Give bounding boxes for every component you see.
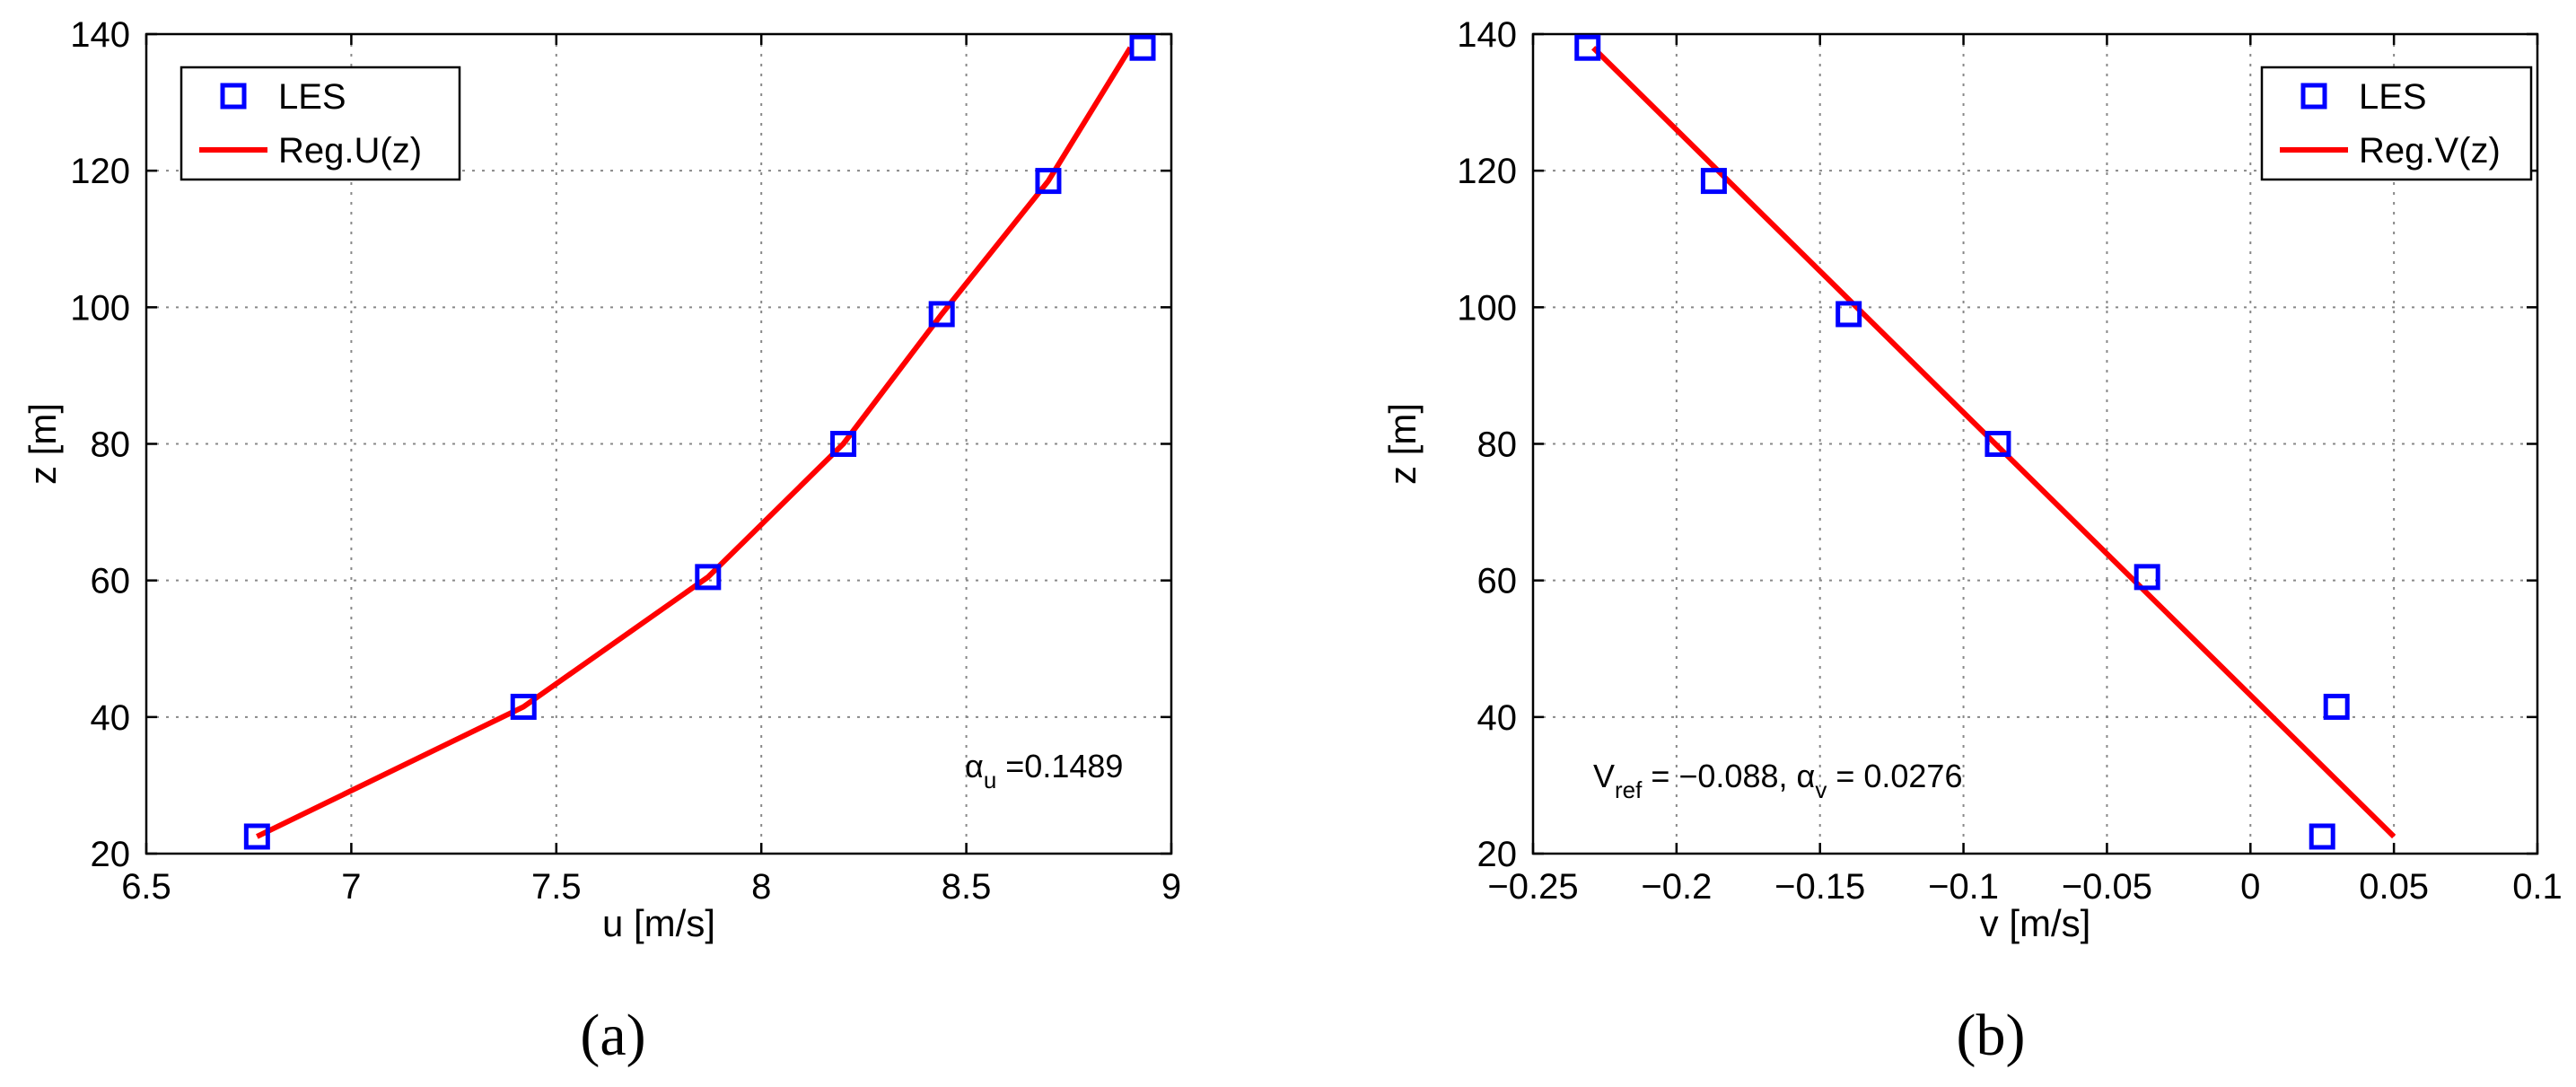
annotation-sub: ref — [1615, 776, 1643, 803]
x-tick-label: 8 — [751, 867, 771, 907]
legend-marker-square-icon — [2300, 83, 2327, 110]
legend: LES Reg.U(z) — [180, 66, 461, 181]
data-point — [830, 431, 857, 457]
x-tick-label: −0.1 — [1928, 867, 1999, 907]
y-tick-label: 100 — [70, 288, 130, 328]
data-point — [1700, 168, 1727, 195]
annotation: αu =0.1489 — [965, 748, 1123, 793]
x-tick-label: 0.05 — [2359, 867, 2429, 907]
annotation-mid: = −0.088, — [1642, 758, 1796, 794]
x-tick-label: 0 — [2240, 867, 2260, 907]
legend-marker-square-icon — [220, 83, 247, 110]
x-axis-label: v [m/s] — [1980, 902, 2091, 944]
annotation-sub: u — [984, 767, 996, 793]
data-point — [1035, 168, 1062, 195]
y-tick-label: 20 — [91, 835, 131, 874]
legend-entry: LES — [220, 77, 346, 117]
data-point — [2309, 823, 2335, 850]
x-tick-label: 7 — [341, 867, 361, 907]
legend: LES Reg.V(z) — [2260, 66, 2533, 181]
y-tick-label: 20 — [1477, 835, 1518, 874]
x-tick-label: 8.5 — [942, 867, 992, 907]
y-tick-label: 140 — [70, 15, 130, 55]
y-tick-label: 120 — [70, 152, 130, 191]
legend-label: LES — [278, 77, 346, 117]
data-point — [2323, 693, 2350, 720]
x-axis-label: u [m/s] — [602, 902, 715, 944]
data-point — [2134, 564, 2160, 591]
chart-panel-a: 6.5 7 7.5 8 8.5 9 20 40 60 80 100 120 140 u [m/s] z [m… — [22, 15, 1181, 1068]
data-point — [1129, 34, 1156, 61]
x-tick-label: 0.1 — [2512, 867, 2563, 907]
legend-label: Reg.U(z) — [278, 131, 422, 171]
y-axis-label: z [m] — [22, 403, 64, 485]
data-point — [695, 564, 722, 591]
data-point — [1985, 431, 2011, 457]
annotation: Vref = −0.088, αv = 0.0276 — [1593, 758, 1962, 803]
x-tick-label: −0.2 — [1641, 867, 1712, 907]
y-tick-label: 100 — [1457, 288, 1517, 328]
series-line-reg-u-z- — [256, 46, 1133, 839]
y-tick-label: 60 — [1477, 562, 1518, 601]
panel-label: (b) — [1957, 1003, 2026, 1068]
data-point — [1574, 34, 1601, 61]
legend-label: LES — [2359, 77, 2427, 117]
y-tick-label: 120 — [1457, 152, 1517, 191]
y-tick-label: 40 — [91, 698, 131, 738]
data-point — [510, 693, 537, 720]
legend-entry: Reg.V(z) — [2280, 131, 2501, 171]
annotation-suffix: = 0.0276 — [1827, 758, 1962, 794]
data-point — [1836, 301, 1862, 328]
x-tick-label: 7.5 — [531, 867, 582, 907]
x-tick-label: 9 — [1161, 867, 1181, 907]
legend-entry: Reg.U(z) — [199, 131, 422, 171]
y-tick-label: 60 — [91, 562, 131, 601]
annotation-symbol: α — [1797, 758, 1816, 794]
y-tick-label: 40 — [1477, 698, 1518, 738]
panel-label: (a) — [580, 1003, 645, 1068]
annotation-text: =0.1489 — [996, 748, 1123, 785]
annotation-symbol: α — [965, 748, 984, 785]
y-tick-label: 80 — [91, 425, 131, 465]
x-tick-label: −0.25 — [1487, 867, 1578, 907]
data-point — [243, 823, 270, 850]
data-point — [928, 301, 955, 328]
annotation-prefix: V — [1593, 758, 1615, 794]
x-tick-label: −0.15 — [1774, 867, 1865, 907]
y-tick-label: 140 — [1457, 15, 1517, 55]
annotation-sub2: v — [1815, 776, 1827, 803]
x-tick-label: −0.05 — [2062, 867, 2152, 907]
x-tick-label: 6.5 — [121, 867, 171, 907]
chart-panel-b: −0.25 −0.2 −0.15 −0.1 −0.05 0 0.05 0.1 20 40 60 80 1… — [1381, 15, 2563, 1068]
legend-label: Reg.V(z) — [2359, 131, 2501, 171]
legend-entry: LES — [2300, 77, 2427, 117]
y-axis-label: z [m] — [1381, 403, 1424, 485]
y-tick-label: 80 — [1477, 425, 1518, 465]
